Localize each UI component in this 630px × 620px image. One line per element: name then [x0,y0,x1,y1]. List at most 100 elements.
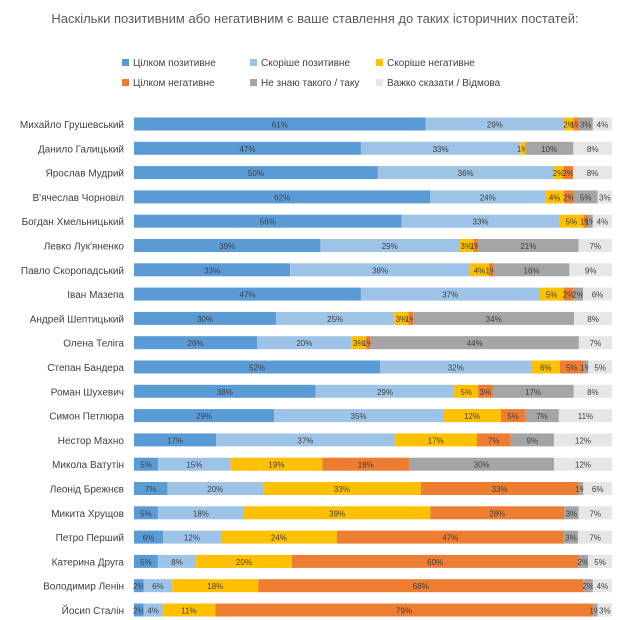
bar-segment [413,311,575,325]
bar-segment [588,360,612,374]
legend-entry-rather-positive: Скоріше позитивне [250,57,350,70]
data-label: 11% [181,607,196,616]
bar-segment [558,409,612,423]
bar-segment [291,554,579,568]
bar-segment [578,506,612,520]
data-label: 47% [442,534,458,543]
data-label: 6% [152,582,164,591]
bar-segment [478,384,493,398]
bar-segment [563,287,574,301]
bar-segment [143,603,163,617]
data-label: 7% [488,436,500,445]
data-label: 20% [236,558,252,567]
bar-segment [275,311,395,325]
bar-segment [574,311,612,325]
data-label: 11% [578,412,593,421]
data-label: 29% [377,388,393,397]
bar-segment [377,166,554,180]
data-label: 1% [405,315,417,324]
data-label: 29% [487,121,503,130]
data-label: 9% [585,266,597,275]
bar-segment [597,603,612,617]
bar-segment [564,117,574,131]
bar-segment [370,336,579,350]
data-label: 17% [525,388,541,397]
legend-swatch [122,59,129,66]
data-label: 5% [566,364,578,373]
data-label: 3% [566,509,578,518]
bar-segment [525,409,559,423]
data-label: 8% [587,169,599,178]
legend-entry-dont-know: Не знаю такого / таку [250,77,359,90]
data-label: 6% [540,364,552,373]
data-label: 1% [470,242,482,251]
data-label: 4% [597,218,609,227]
category-label: Симон Петлюра [49,412,124,423]
data-label: 5% [507,412,519,421]
data-label: 5% [546,291,558,300]
data-label: 18% [358,461,374,470]
category-label: Данило Галицький [38,144,124,155]
bar-segment [578,336,612,350]
data-label: 2% [563,291,575,300]
bar-segment [554,457,612,471]
bar-segment [592,117,612,131]
bar-segment [564,190,574,204]
bar-segment [290,263,471,277]
bar-segment [583,360,589,374]
data-label: 2% [563,121,575,130]
bar-segment [394,311,409,325]
bar-segment [553,166,564,180]
data-label: 18% [193,509,209,518]
bar-segment [520,141,526,155]
data-label: 3% [565,534,577,543]
data-label: 21% [520,242,536,251]
category-label: Богдан Хмельницький [22,217,124,228]
category-label: Нестор Махно [58,436,125,447]
bar-segment [134,384,316,398]
data-label: 4% [549,193,561,202]
bar-segment [554,433,612,447]
data-label: 5% [140,558,152,567]
data-label: 10% [541,145,557,154]
bar-segment [572,166,612,180]
bar-segment [134,554,158,568]
bar-segment [573,141,612,155]
bar-segment [510,433,555,447]
data-label: 1% [580,218,592,227]
bar-segment [315,384,455,398]
data-label: 5% [140,509,152,518]
data-label: 16% [524,266,540,275]
bar-segment [473,239,479,252]
bar-segment [134,263,291,277]
data-label: 12% [575,436,591,445]
data-label: 30% [197,315,213,324]
bar-segment [454,384,479,398]
bar-segment [216,433,395,447]
data-label: 68% [413,582,429,591]
data-label: 1% [570,121,582,130]
data-label: 38% [217,388,233,397]
category-label: Степан Бандера [47,363,124,374]
bar-segment [134,336,258,350]
data-label: 17% [428,436,444,445]
bar-segment [243,506,431,520]
data-label: 7% [145,485,157,494]
data-label: 3% [480,388,492,397]
data-label: 28% [489,509,505,518]
bar-segment [430,506,565,520]
bar-segment [158,457,231,471]
data-label: 6% [143,534,155,543]
bar-segment [274,409,444,423]
category-label: Леонід Брежнєв [50,485,124,496]
category-label: Михайло Грушевський [20,120,124,131]
data-label: 2% [133,607,145,616]
data-label: 60% [427,558,443,567]
data-label: 6% [592,485,604,494]
data-label: 19% [268,461,284,470]
bar-segment [360,287,540,301]
data-label: 7% [589,534,601,543]
bar-segment [162,530,221,544]
data-label: 5% [594,364,606,373]
data-label: 5% [594,558,606,567]
